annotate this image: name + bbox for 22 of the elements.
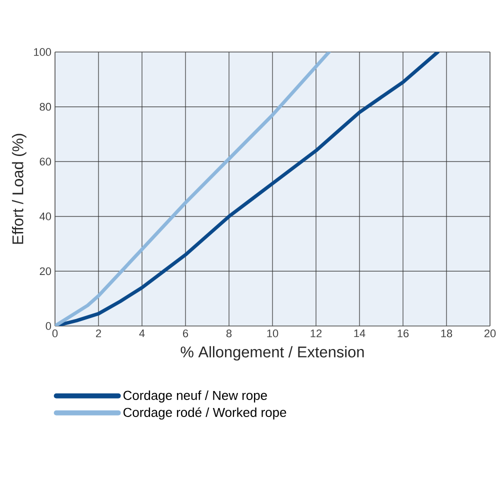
line-series <box>55 52 331 326</box>
x-tick-label: 14 <box>354 330 366 338</box>
x-tick-label: 2 <box>96 330 101 338</box>
x-axis-title: % Allongement / Extension <box>180 346 364 361</box>
x-tick-label: 6 <box>183 330 188 338</box>
x-tick-label: 10 <box>267 330 278 338</box>
y-tick-label: 60 <box>40 158 52 166</box>
x-tick-label: 18 <box>441 330 452 338</box>
x-tick-label: 16 <box>398 330 409 338</box>
x-tick-label: 20 <box>484 330 496 338</box>
y-tick-label: 0 <box>46 322 52 330</box>
x-tick-label: 8 <box>226 330 232 338</box>
x-tick-label: 0 <box>52 330 58 338</box>
x-tick-label: 12 <box>310 330 322 338</box>
y-tick-label: 20 <box>40 267 52 276</box>
legend-label: Cordage neuf / New rope <box>123 390 267 403</box>
y-tick-label: 100 <box>34 48 52 56</box>
legend-label: Cordage rodé / Worked rope <box>123 407 286 420</box>
y-tick-label: 40 <box>40 212 52 220</box>
x-tick-label: 4 <box>139 330 145 338</box>
y-axis-title: Effort / Load (%) <box>12 134 26 244</box>
y-tick-label: 80 <box>40 102 52 111</box>
